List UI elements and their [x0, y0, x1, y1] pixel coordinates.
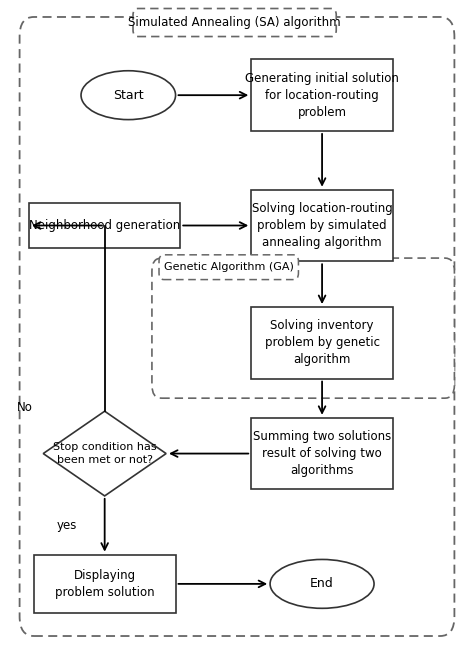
FancyBboxPatch shape [152, 258, 455, 398]
Text: Summing two solutions
result of solving two
algorithms: Summing two solutions result of solving … [253, 430, 391, 477]
FancyBboxPatch shape [19, 17, 455, 636]
Text: Solving inventory
problem by genetic
algorithm: Solving inventory problem by genetic alg… [264, 319, 380, 366]
Text: Stop condition has
been met or not?: Stop condition has been met or not? [53, 442, 156, 465]
Text: Neighborhood generation: Neighborhood generation [29, 219, 180, 232]
FancyBboxPatch shape [133, 8, 336, 37]
Text: Solving location-routing
problem by simulated
annealing algorithm: Solving location-routing problem by simu… [252, 202, 392, 249]
Text: Simulated Annealing (SA) algorithm: Simulated Annealing (SA) algorithm [128, 16, 341, 29]
FancyBboxPatch shape [251, 307, 393, 379]
Text: Start: Start [113, 89, 144, 102]
Ellipse shape [270, 560, 374, 609]
Text: yes: yes [57, 518, 77, 532]
Text: No: No [17, 402, 32, 415]
Ellipse shape [81, 71, 175, 119]
Polygon shape [43, 411, 166, 496]
FancyBboxPatch shape [159, 255, 299, 279]
FancyBboxPatch shape [251, 189, 393, 261]
Text: Genetic Algorithm (GA): Genetic Algorithm (GA) [164, 263, 294, 272]
FancyBboxPatch shape [34, 554, 175, 613]
Text: Generating initial solution
for location-routing
problem: Generating initial solution for location… [245, 72, 399, 119]
FancyBboxPatch shape [251, 418, 393, 489]
FancyBboxPatch shape [251, 59, 393, 131]
Text: Displaying
problem solution: Displaying problem solution [55, 569, 155, 599]
FancyBboxPatch shape [29, 202, 180, 248]
Text: End: End [310, 577, 334, 590]
